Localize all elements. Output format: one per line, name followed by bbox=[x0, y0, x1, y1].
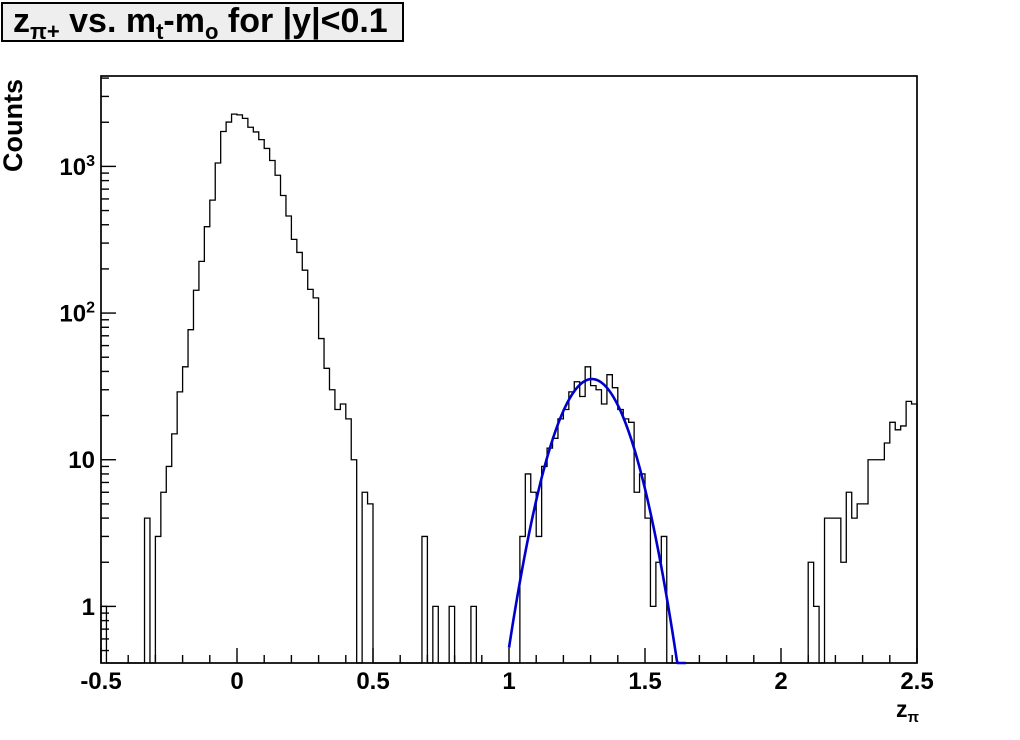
svg-text:-0.5: -0.5 bbox=[80, 668, 121, 695]
svg-text:0: 0 bbox=[230, 668, 243, 695]
svg-text:1.5: 1.5 bbox=[628, 668, 661, 695]
svg-text:2: 2 bbox=[774, 668, 787, 695]
svg-text:Counts: Counts bbox=[0, 79, 28, 172]
svg-text:2.5: 2.5 bbox=[900, 668, 933, 695]
svg-text:1: 1 bbox=[502, 668, 515, 695]
svg-text:10: 10 bbox=[68, 447, 95, 474]
svg-text:1: 1 bbox=[82, 594, 95, 621]
svg-text:0.5: 0.5 bbox=[356, 668, 389, 695]
svg-text:zπ+ vs. mt-mo for |y|<0.1: zπ+ vs. mt-mo for |y|<0.1 bbox=[13, 2, 388, 44]
